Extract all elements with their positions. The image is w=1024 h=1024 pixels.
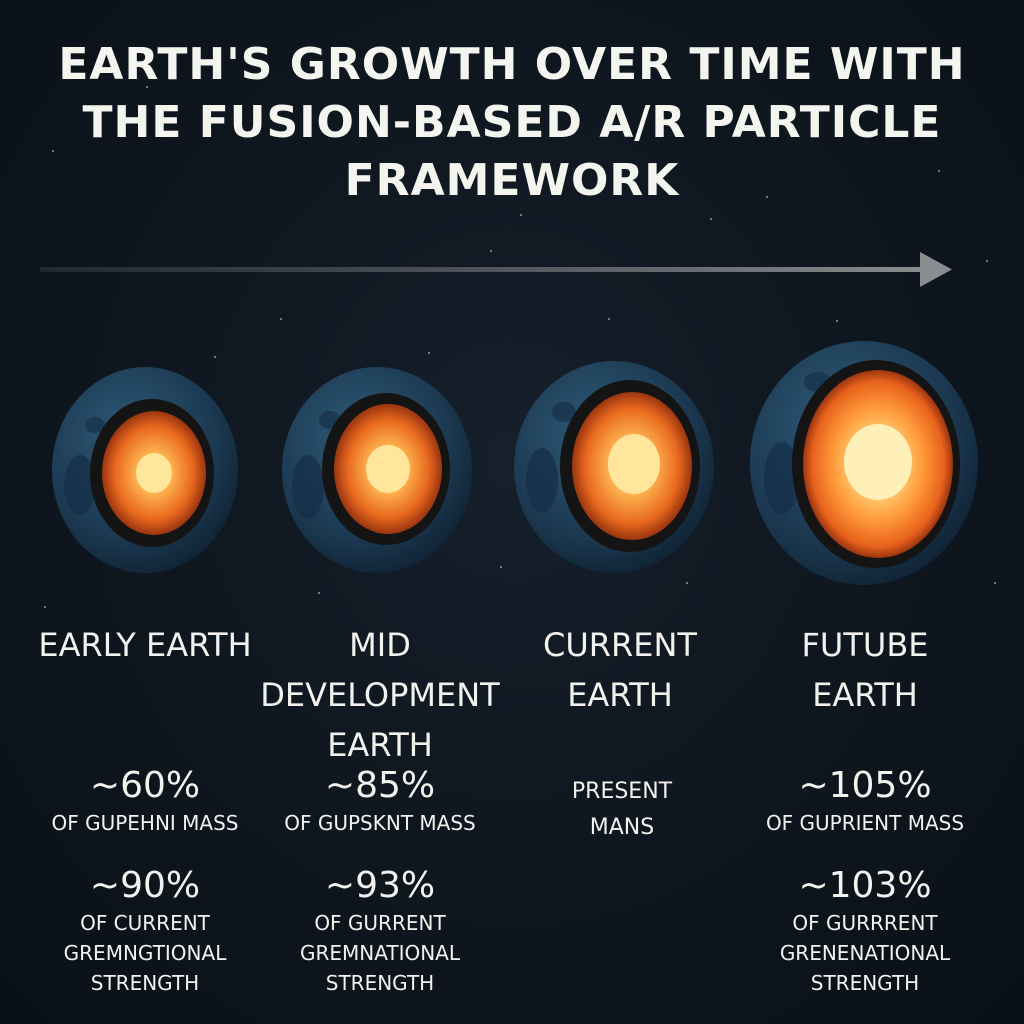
timeline-arrow-icon	[40, 252, 952, 287]
gravity-stat-early: ~90% OF CURRENT GREMNGTIONAL STRENGTH	[20, 864, 270, 998]
mass-stat-early: ~60% OF GUPEHNI MASS	[20, 764, 270, 838]
earth-cross-section-icon	[514, 361, 714, 573]
stage-label-future-earth: FUTUBE EARTH	[801, 626, 929, 714]
gravity-description: OF GURRRENT GRENENATIONAL STRENGTH	[779, 911, 951, 995]
mass-value: ~85%	[324, 765, 436, 806]
gravity-stat-mid: ~93% OF GURRENT GREMNATIONAL STRENGTH	[255, 864, 505, 998]
gravity-description: OF GURRENT GREMNATIONAL STRENGTH	[299, 911, 461, 995]
mass-description: PRESENT MANS	[571, 779, 673, 840]
mass-stat-mid: ~85% OF GUPSKNT MASS	[255, 764, 505, 838]
stage-label-current-earth: CURRENT EARTH	[543, 626, 697, 714]
gravity-value: ~93%	[324, 865, 436, 906]
earth-cross-section-icon	[52, 367, 238, 573]
mass-value: ~105%	[798, 765, 932, 806]
mass-stat-future: ~105% OF GUPRIENT MASS	[740, 764, 990, 838]
mass-value: ~60%	[89, 765, 201, 806]
gravity-description: OF CURRENT GREMNGTIONAL STRENGTH	[63, 911, 227, 995]
earth-cross-section-icon	[282, 367, 472, 573]
earth-cross-section-icon	[750, 341, 978, 585]
stage-label-mid-development-earth: MID DEVELOPMENT EARTH	[260, 626, 500, 764]
mass-description: OF GUPEHNI MASS	[51, 811, 239, 835]
stage-label-early-earth: EARLY EARTH	[38, 626, 252, 664]
mass-stat-current: PRESENT MANS	[497, 774, 747, 846]
gravity-value: ~103%	[798, 865, 932, 906]
mass-description: OF GUPRIENT MASS	[765, 811, 965, 835]
mass-description: OF GUPSKNT MASS	[284, 811, 476, 835]
gravity-value: ~90%	[89, 865, 201, 906]
gravity-stat-future: ~103% OF GURRRENT GRENENATIONAL STRENGTH	[740, 864, 990, 998]
page-title: EARTH'S GROWTH OVER TIME WITH THE FUSION…	[58, 39, 966, 206]
